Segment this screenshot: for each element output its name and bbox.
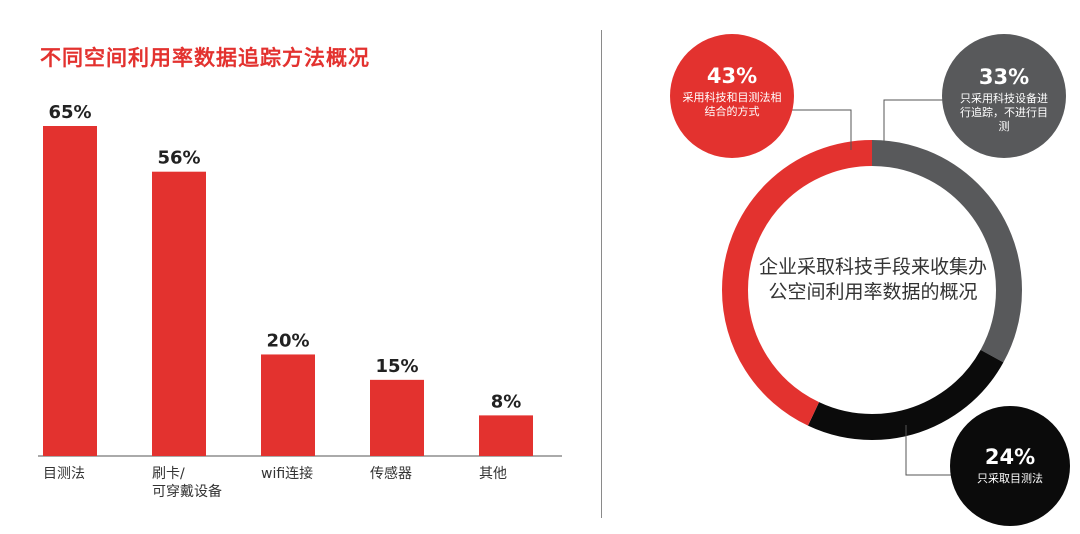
- bubble-red-circle: [670, 34, 794, 158]
- connector-line: [790, 109, 852, 150]
- bar: [152, 171, 206, 456]
- bar: [370, 379, 424, 456]
- bar-value-label: 15%: [375, 356, 418, 377]
- bar-chart-title: 不同空间利用率数据追踪方法概况: [40, 46, 370, 70]
- connector-line: [883, 99, 945, 143]
- bar-value-label: 20%: [266, 330, 309, 351]
- category-label: 其他: [479, 466, 507, 482]
- connector-line: [905, 425, 955, 476]
- bar: [43, 126, 97, 456]
- bubble-gray-label: 只采用科技设备进行追踪，不进行目测: [960, 92, 1048, 133]
- bar: [261, 354, 315, 456]
- bubble-black: 24% 只采取目测法: [950, 444, 1070, 486]
- bubble-black-label: 只采取目测法: [977, 472, 1043, 486]
- bar: [479, 415, 533, 456]
- bubble-red-value: 43%: [706, 64, 758, 88]
- bubble-gray-circle: [942, 34, 1066, 158]
- bubble-red: 43% 采用科技和目测法相结合的方式: [672, 63, 792, 119]
- bubble-red-label: 采用科技和目测法相结合的方式: [682, 91, 782, 118]
- category-label: 目测法: [43, 466, 85, 482]
- category-label: 刷卡/: [152, 466, 185, 482]
- bubble-black-value: 24%: [984, 445, 1036, 469]
- bubble-black-circle: [950, 406, 1070, 526]
- donut-slice: [722, 140, 1022, 440]
- divider: [601, 30, 602, 518]
- donut-center-title: 企业采取科技手段来收集办公空间利用率数据的概况: [758, 256, 987, 303]
- category-label: wifi连接: [261, 465, 313, 482]
- bar-value-label: 65%: [48, 102, 91, 123]
- category-label: 传感器: [370, 465, 412, 482]
- category-label: 可穿戴设备: [152, 483, 222, 500]
- bubble-gray-value: 33%: [978, 65, 1030, 89]
- bar-chart: 65% 目测法 56% 刷卡/可穿戴设备 20% wifi连接 15% 传感器 8% 其他: [38, 102, 562, 500]
- bar-value-label: 8%: [491, 391, 522, 412]
- donut-slice: [722, 140, 1022, 440]
- bubble-gray: 33% 只采用科技设备进行追踪，不进行目测: [945, 64, 1063, 134]
- bar-value-label: 56%: [157, 148, 200, 169]
